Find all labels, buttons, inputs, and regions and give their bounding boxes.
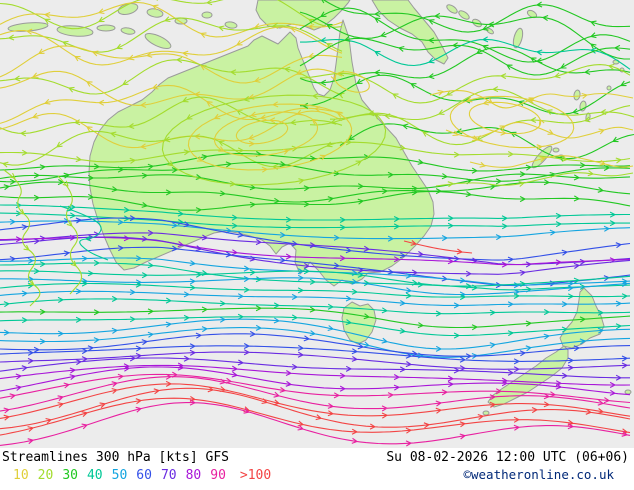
streamline — [299, 36, 631, 76]
streamline — [435, 170, 634, 188]
streamline — [0, 399, 631, 447]
streamline — [0, 268, 631, 290]
streamline — [468, 99, 545, 136]
valid-time-label: Su 08-02-2026 12:00 UTC (06+06) — [386, 450, 629, 465]
copyright-link[interactable]: ©weatheronline.co.uk — [463, 467, 614, 482]
streamline — [0, 215, 631, 263]
streamline — [0, 355, 630, 381]
legend-value-10: 10 — [13, 468, 29, 483]
landmass-papua-east — [371, 0, 449, 65]
legend-value-40: 40 — [86, 468, 103, 483]
streamline — [0, 274, 631, 298]
legend-value-80: 80 — [185, 468, 202, 483]
streamline — [0, 189, 631, 214]
legend-value-70: 70 — [160, 468, 177, 483]
streamline — [403, 239, 473, 255]
streamline — [0, 373, 631, 414]
streamline — [299, 46, 631, 86]
island — [458, 10, 470, 20]
streamline — [0, 380, 631, 421]
streamline — [321, 0, 631, 33]
streamline — [299, 74, 631, 115]
streamline — [0, 151, 631, 174]
streamline — [187, 101, 353, 173]
streamline — [0, 316, 631, 352]
streamline — [0, 139, 631, 164]
streamline — [0, 386, 631, 430]
streamline — [339, 123, 634, 162]
island — [526, 9, 538, 19]
streamline — [0, 364, 631, 396]
streamline — [309, 86, 634, 126]
island — [482, 410, 490, 416]
streamline — [0, 56, 345, 99]
streamline — [449, 95, 575, 151]
legend-value-90: 90 — [210, 468, 226, 483]
island — [606, 85, 612, 91]
streamline — [299, 63, 631, 104]
streamline — [0, 305, 631, 331]
streamline — [0, 0, 343, 30]
streamline — [429, 89, 634, 109]
streamline — [0, 16, 343, 53]
island — [144, 33, 172, 49]
legend-value-60: 60 — [136, 468, 152, 483]
island — [56, 25, 94, 37]
streamline — [3, 169, 41, 307]
island — [96, 24, 116, 32]
streamline — [0, 295, 631, 317]
streamline — [0, 349, 631, 373]
streamline — [0, 179, 631, 204]
streamline — [300, 36, 631, 70]
streamline — [0, 288, 631, 309]
island — [117, 3, 139, 15]
island — [120, 27, 136, 35]
streamlines-layer — [0, 0, 634, 447]
island — [624, 389, 632, 395]
streamline — [0, 1, 343, 38]
legend-value-50: 50 — [111, 468, 128, 483]
legend-value-20: 20 — [37, 468, 54, 483]
streamline — [0, 343, 631, 365]
streamline — [0, 395, 631, 436]
legend-value-30: 30 — [62, 468, 78, 483]
streamline — [57, 175, 83, 295]
streamline — [0, 83, 343, 124]
streamline — [445, 121, 634, 139]
streamline — [161, 93, 387, 187]
streamline — [0, 259, 631, 293]
streamline — [0, 313, 631, 339]
island — [552, 147, 560, 153]
island — [446, 4, 458, 14]
streamline — [0, 171, 631, 192]
product-label: Streamlines 300 hPa [kts] GFS — [2, 450, 229, 465]
streamline — [0, 96, 343, 137]
island — [201, 11, 213, 19]
streamline — [0, 371, 631, 404]
streamline — [0, 161, 631, 185]
streamline — [299, 11, 630, 60]
legend-value-100: >100 — [239, 468, 272, 483]
streamline — [0, 202, 630, 223]
streamline — [0, 26, 343, 66]
island — [486, 27, 494, 35]
streamline — [0, 362, 631, 388]
streamline — [0, 330, 631, 360]
streamline — [299, 7, 631, 64]
streamline — [235, 117, 289, 147]
island — [224, 21, 238, 29]
streamline — [469, 155, 634, 168]
island — [573, 89, 581, 101]
island — [512, 27, 524, 49]
wind-speed-legend: 10 20 30 40 50 60 70 80 90 >100 — [13, 468, 271, 483]
streamline — [213, 111, 319, 157]
footer: Streamlines 300 hPa [kts] GFS Su 08-02-2… — [0, 448, 634, 483]
streamline — [59, 205, 109, 261]
weather-map — [0, 0, 634, 448]
streamline — [330, 71, 370, 93]
